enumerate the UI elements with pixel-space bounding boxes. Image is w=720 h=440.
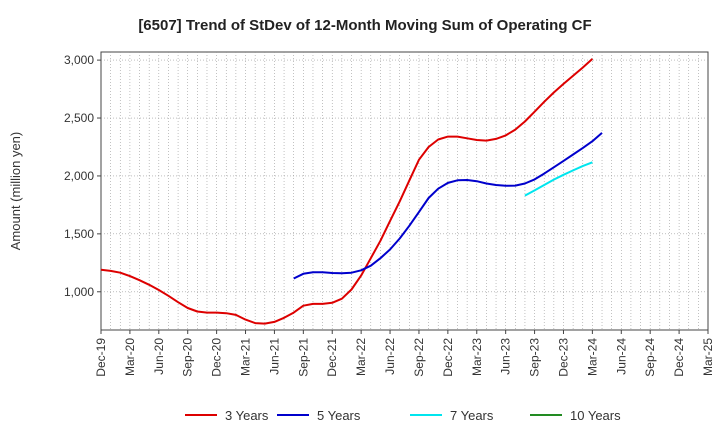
x-tick-label: Dec-20 <box>210 338 224 377</box>
y-tick-label: 1,500 <box>64 227 94 241</box>
x-tick-label: Sep-24 <box>643 338 657 377</box>
x-tick-label: Jun-22 <box>383 338 397 375</box>
y-axis: 1,000 1,500 2,000 2,500 3,000 <box>64 53 101 299</box>
x-tick-label: Mar-22 <box>354 338 368 376</box>
y-tick-label: 2,000 <box>64 169 94 183</box>
x-tick-label: Jun-21 <box>267 338 281 375</box>
x-tick-label: Sep-22 <box>412 338 426 377</box>
x-tick-label: Dec-24 <box>672 338 686 377</box>
x-tick-label: Mar-23 <box>470 338 484 376</box>
legend-label: 3 Years <box>225 408 269 423</box>
series-line-3 <box>524 161 593 197</box>
x-tick-label: Sep-20 <box>181 338 195 377</box>
x-tick-label: Jun-20 <box>152 338 166 375</box>
x-tick-label: Mar-20 <box>123 338 137 376</box>
y-tick-label: 1,000 <box>64 285 94 299</box>
x-axis: Dec-19 Mar-20 Jun-20 Sep-20 Dec-20 Mar-21 Jun-… <box>94 330 715 377</box>
series-line-1 <box>100 58 594 325</box>
x-tick-label: Jun-23 <box>499 338 513 375</box>
x-tick-label: Sep-23 <box>528 338 542 377</box>
y-axis-label: Amount (million yen) <box>8 132 23 251</box>
series-group <box>100 58 603 325</box>
x-tick-label: Dec-19 <box>94 338 108 377</box>
y-tick-label: 3,000 <box>64 53 94 67</box>
legend: 3 Years 5 Years 7 Years 10 Years <box>185 408 621 423</box>
x-tick-label: Dec-22 <box>441 338 455 377</box>
legend-label: 7 Years <box>450 408 494 423</box>
x-tick-label: Mar-21 <box>239 338 253 376</box>
x-tick-label: Sep-21 <box>296 338 310 377</box>
x-tick-label: Mar-24 <box>585 338 599 376</box>
grid <box>101 52 708 330</box>
x-tick-label: Dec-23 <box>556 338 570 377</box>
legend-label: 10 Years <box>570 408 621 423</box>
chart-title: [6507] Trend of StDev of 12-Month Moving… <box>138 17 591 34</box>
series-line-2 <box>293 132 603 280</box>
legend-label: 5 Years <box>317 408 361 423</box>
x-tick-label: Dec-21 <box>325 338 339 377</box>
x-tick-label: Mar-25 <box>701 338 715 376</box>
x-tick-label: Jun-24 <box>614 338 628 375</box>
y-tick-label: 2,500 <box>64 111 94 125</box>
